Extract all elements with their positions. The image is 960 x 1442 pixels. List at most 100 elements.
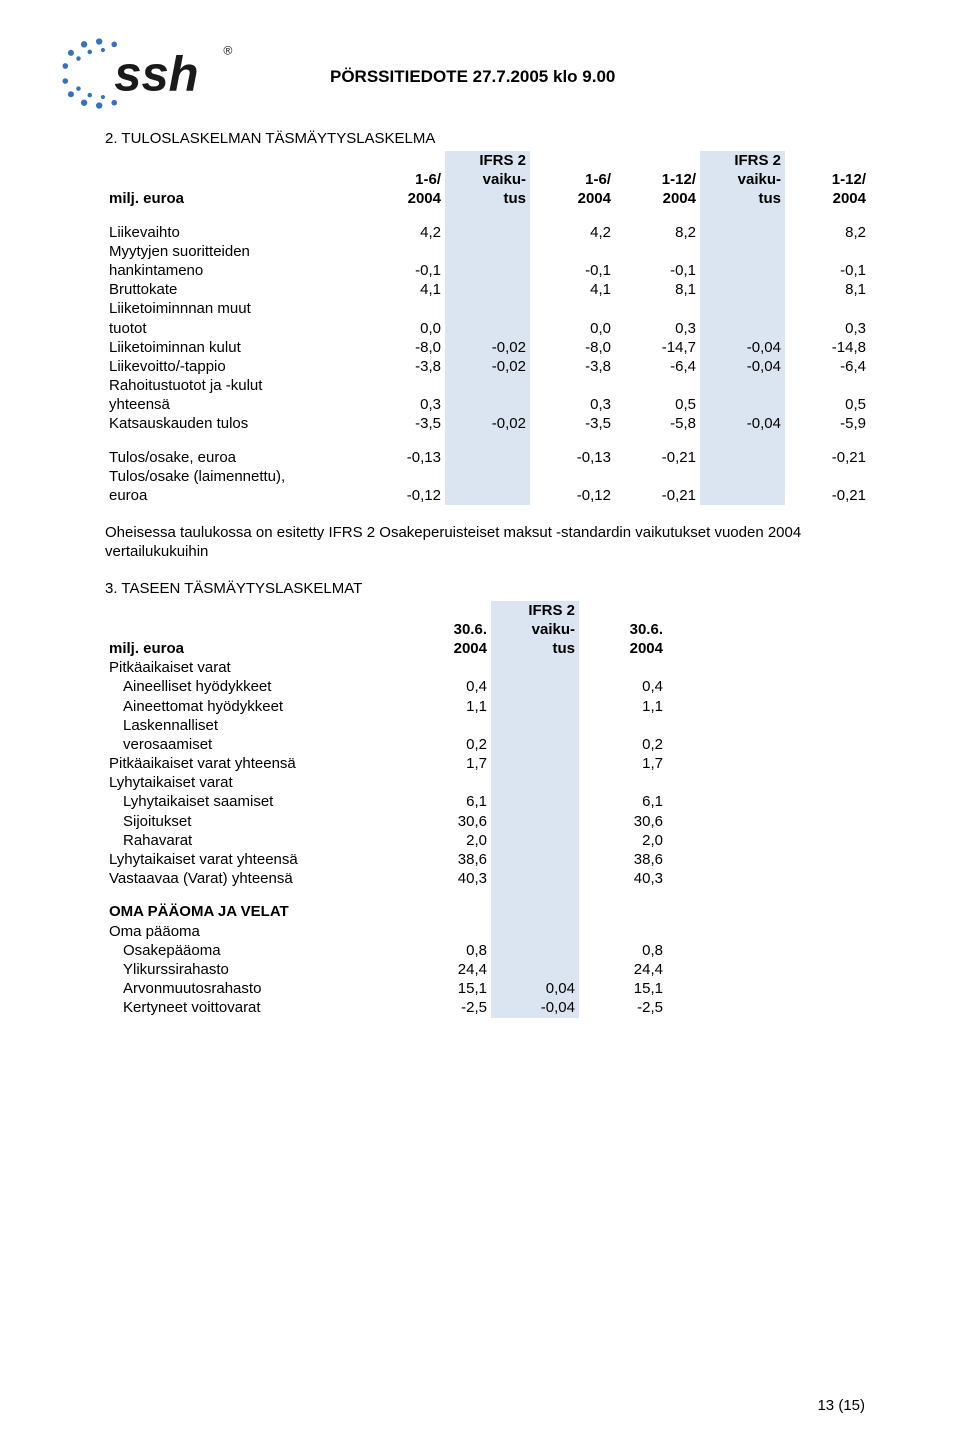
cell [530, 242, 615, 261]
cell: -0,02 [445, 414, 530, 433]
row-label: Oma pääoma [105, 922, 403, 941]
cell: -0,1 [360, 261, 445, 280]
cell [700, 223, 785, 242]
table-row: Liiketoiminnan kulut-8,0-0,02-8,0-14,7-0… [105, 338, 870, 357]
cell: 4,2 [360, 223, 445, 242]
col-header: vaiku- [445, 170, 530, 189]
cell: 15,1 [403, 979, 491, 998]
cell [579, 773, 667, 792]
cell: 6,1 [403, 792, 491, 811]
cell [445, 223, 530, 242]
cell: 24,4 [579, 960, 667, 979]
cell: 4,1 [360, 280, 445, 299]
cell: -0,04 [700, 338, 785, 357]
cell: -0,21 [785, 486, 870, 505]
table-row: Katsauskauden tulos-3,5-0,02-3,5-5,8-0,0… [105, 414, 870, 433]
table-row: Aineettomat hyödykkeet1,11,1 [105, 697, 870, 716]
cell [403, 716, 491, 735]
cell: -3,8 [360, 357, 445, 376]
col-header: IFRS 2 [700, 151, 785, 170]
cell: 0,4 [403, 677, 491, 696]
table-row: Lyhytaikaiset varat yhteensä38,638,6 [105, 850, 870, 869]
row-label: Arvonmuutosrahasto [105, 979, 403, 998]
cell [445, 242, 530, 261]
cell [785, 376, 870, 395]
cell [360, 299, 445, 318]
header-title: PÖRSSITIEDOTE 27.7.2005 klo 9.00 [330, 67, 615, 87]
cell: 38,6 [579, 850, 667, 869]
cell [491, 754, 579, 773]
table-row: Liikevoitto/-tappio-3,8-0,02-3,8-6,4-0,0… [105, 357, 870, 376]
cell [785, 467, 870, 486]
table-header-row: 1-6/ vaiku- 1-6/ 1-12/ vaiku- 1-12/ [105, 170, 870, 189]
col-header-label: milj. euroa [105, 189, 360, 208]
cell [530, 467, 615, 486]
cell [445, 299, 530, 318]
row-label: Lyhytaikaiset saamiset [105, 792, 403, 811]
cell [579, 716, 667, 735]
cell [491, 941, 579, 960]
cell [491, 677, 579, 696]
cell: 1,1 [403, 697, 491, 716]
cell [579, 922, 667, 941]
table-row: Ylikurssirahasto24,424,4 [105, 960, 870, 979]
col-header: 2004 [403, 639, 491, 658]
content: 2. TULOSLASKELMAN TÄSMÄYTYSLASKELMA IFRS… [105, 130, 870, 1018]
cell: -0,04 [491, 998, 579, 1017]
row-label: Vastaavaa (Varat) yhteensä [105, 869, 403, 888]
cell [445, 467, 530, 486]
cell: 24,4 [403, 960, 491, 979]
row-label: Pitkäaikaiset varat yhteensä [105, 754, 403, 773]
cell: -8,0 [530, 338, 615, 357]
cell [403, 922, 491, 941]
table-row: euroa-0,12-0,12-0,21-0,21 [105, 486, 870, 505]
cell: -0,21 [615, 486, 700, 505]
cell: 0,2 [579, 735, 667, 754]
cell [700, 376, 785, 395]
row-label: Lyhytaikaiset varat [105, 773, 403, 792]
cell: -0,12 [530, 486, 615, 505]
cell: -0,13 [360, 448, 445, 467]
col-header: tus [700, 189, 785, 208]
cell: 38,6 [403, 850, 491, 869]
row-label: Lyhytaikaiset varat yhteensä [105, 850, 403, 869]
cell: 2,0 [403, 831, 491, 850]
svg-text:®: ® [223, 44, 232, 58]
cell: -5,9 [785, 414, 870, 433]
cell: -3,5 [530, 414, 615, 433]
table-row: Bruttokate4,14,18,18,1 [105, 280, 870, 299]
col-header: IFRS 2 [445, 151, 530, 170]
cell [700, 261, 785, 280]
cell: -0,13 [530, 448, 615, 467]
cell [491, 658, 579, 677]
cell [579, 658, 667, 677]
cell [403, 658, 491, 677]
cell: -3,5 [360, 414, 445, 433]
cell: 0,0 [530, 319, 615, 338]
row-label: Tulos/osake, euroa [105, 448, 360, 467]
row-label: Bruttokate [105, 280, 360, 299]
cell: -6,4 [785, 357, 870, 376]
col-header: 2004 [360, 189, 445, 208]
cell: -0,21 [615, 448, 700, 467]
col-header: 2004 [785, 189, 870, 208]
col-header: vaiku- [700, 170, 785, 189]
cell [445, 280, 530, 299]
table-header-row: milj. euroa 2004 tus 2004 2004 tus 2004 [105, 189, 870, 208]
cell: 1,1 [579, 697, 667, 716]
table-body-main: Liikevaihto4,24,28,28,2Myytyjen suoritte… [105, 223, 870, 434]
table-body-eps: Tulos/osake, euroa-0,13-0,13-0,21-0,21Tu… [105, 448, 870, 506]
cell: 0,2 [403, 735, 491, 754]
table-header-row: IFRS 2 [105, 601, 870, 620]
cell [615, 299, 700, 318]
cell: 8,1 [615, 280, 700, 299]
paragraph: Oheisessa taulukossa on esitetty IFRS 2 … [105, 523, 870, 561]
cell: 0,5 [615, 395, 700, 414]
cell: 8,2 [615, 223, 700, 242]
cell: 2,0 [579, 831, 667, 850]
table-row: Liikevaihto4,24,28,28,2 [105, 223, 870, 242]
table-row: Pitkäaikaiset varat yhteensä1,71,7 [105, 754, 870, 773]
row-label: yhteensä [105, 395, 360, 414]
row-label: Aineelliset hyödykkeet [105, 677, 403, 696]
row-label: euroa [105, 486, 360, 505]
